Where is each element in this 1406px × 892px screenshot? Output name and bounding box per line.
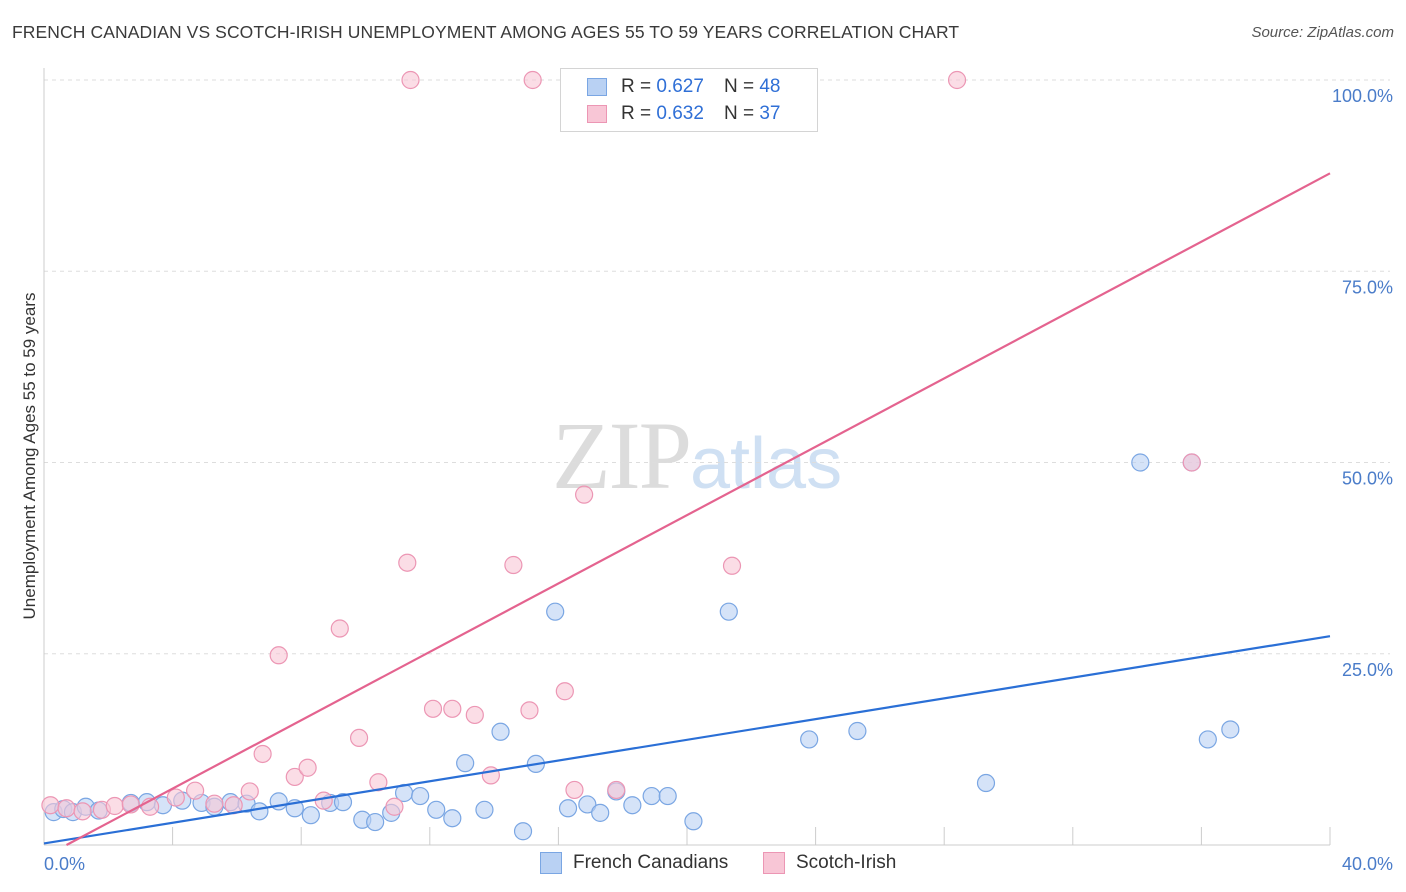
legend-n-label: N =: [723, 76, 755, 97]
trend-lines: [43, 172, 1331, 846]
point-scotch-irish: [285, 767, 304, 787]
bottom-legend-swatch-blue: [540, 852, 562, 874]
legend-swatch-pink: [587, 105, 607, 123]
point-scotch-irish: [607, 780, 626, 800]
point-french-canadians: [250, 802, 269, 821]
point-french-canadians: [800, 730, 819, 749]
point-scotch-irish: [565, 780, 584, 800]
grid-lines: [44, 79, 1390, 655]
point-scotch-irish: [105, 796, 124, 816]
x-tick-label: 40.0%: [1342, 854, 1393, 874]
point-scotch-irish: [401, 70, 420, 90]
tick-labels: 25.0% 50.0% 75.0% 100.0% 0.0% 40.0%: [44, 86, 1393, 874]
y-tick-label: 75.0%: [1342, 277, 1393, 297]
trendline-french-canadians: [43, 635, 1331, 845]
bottom-legend-swatch-pink: [763, 852, 785, 874]
bottom-legend-label: French Canadians: [573, 852, 729, 873]
point-french-canadians: [333, 793, 353, 812]
point-scotch-irish: [555, 682, 574, 701]
point-scotch-irish: [186, 781, 205, 800]
axes: [43, 68, 1331, 846]
bottom-legend-scotch-irish: Scotch-Irish: [763, 852, 896, 874]
watermark-zip: ZIP: [552, 402, 692, 509]
watermark-logo: ZIPatlas: [552, 400, 842, 511]
point-scotch-irish: [298, 758, 317, 777]
point-scotch-irish: [41, 796, 60, 815]
point-french-canadians: [491, 722, 510, 741]
point-french-canadians: [513, 822, 533, 841]
point-french-canadians: [591, 803, 610, 822]
point-scotch-irish: [1182, 453, 1201, 472]
legend-r-value: 0.632: [656, 103, 704, 124]
bottom-legend-french-canadians: French Canadians: [540, 852, 728, 874]
point-french-canadians: [1198, 730, 1217, 749]
point-french-canadians: [642, 786, 661, 806]
point-french-canadians: [443, 809, 462, 828]
point-french-canadians: [684, 812, 703, 831]
point-scotch-irish: [330, 619, 349, 638]
legend-row-scotch-irish: R = 0.632 N = 37: [587, 103, 780, 125]
point-scotch-irish: [398, 553, 417, 572]
point-scotch-irish: [722, 556, 742, 575]
x-tick-label: 0.0%: [44, 854, 85, 874]
point-french-canadians: [578, 795, 597, 814]
point-scotch-irish: [504, 555, 523, 575]
point-scotch-irish: [947, 70, 967, 90]
legend-row-french-canadians: R = 0.627 N = 48: [587, 76, 780, 98]
point-scotch-irish: [253, 744, 272, 764]
point-scotch-irish: [520, 701, 539, 720]
legend-n-value: 48: [759, 76, 781, 97]
point-french-canadians: [719, 602, 738, 621]
legend-r-label: R =: [621, 76, 652, 97]
point-french-canadians: [427, 800, 446, 819]
trendline-scotch-irish: [65, 172, 1331, 846]
point-french-canadians: [658, 786, 677, 806]
data-points: [41, 70, 1240, 841]
y-tick-label: 25.0%: [1342, 660, 1393, 680]
point-scotch-irish: [465, 705, 484, 725]
y-tick-label: 50.0%: [1342, 469, 1393, 489]
point-french-canadians: [848, 721, 867, 741]
correlation-legend: R = 0.627 N = 48 R = 0.632 N = 37: [560, 68, 818, 132]
point-french-canadians: [1221, 720, 1240, 739]
point-french-canadians: [366, 812, 385, 832]
y-tick-label: 100.0%: [1332, 86, 1393, 106]
point-french-canadians: [301, 806, 320, 825]
legend-swatch-blue: [587, 78, 607, 96]
point-scotch-irish: [443, 699, 462, 718]
point-scotch-irish: [240, 782, 259, 801]
source-label: Source: ZipAtlas.com: [1251, 24, 1394, 41]
point-scotch-irish: [166, 788, 185, 807]
legend-r-label: R =: [621, 103, 652, 124]
point-scotch-irish: [205, 794, 224, 813]
point-french-canadians: [411, 786, 430, 806]
legend-r-value: 0.627: [656, 76, 704, 97]
legend-n-value: 37: [759, 103, 781, 124]
chart-title: FRENCH CANADIAN VS SCOTCH-IRISH UNEMPLOY…: [12, 22, 960, 42]
point-french-canadians: [456, 754, 475, 773]
point-french-canadians: [623, 796, 642, 815]
point-french-canadians: [1131, 453, 1150, 472]
point-scotch-irish: [73, 802, 92, 821]
point-scotch-irish: [269, 646, 288, 665]
point-scotch-irish: [349, 728, 369, 748]
point-scotch-irish: [523, 70, 542, 90]
legend-n-label: N =: [723, 103, 755, 124]
point-scotch-irish: [369, 773, 388, 792]
point-french-canadians: [976, 773, 996, 793]
bottom-legend-label: Scotch-Irish: [796, 852, 897, 873]
y-axis-title: Unemployment Among Ages 55 to 59 years: [20, 293, 39, 620]
point-scotch-irish: [314, 791, 333, 810]
point-french-canadians: [558, 799, 578, 818]
point-scotch-irish: [57, 799, 76, 818]
point-scotch-irish: [385, 797, 404, 816]
point-french-canadians: [546, 602, 565, 621]
point-scotch-irish: [575, 485, 594, 504]
point-scotch-irish: [423, 699, 443, 718]
point-french-canadians: [475, 800, 494, 819]
watermark-atlas: atlas: [690, 424, 843, 504]
